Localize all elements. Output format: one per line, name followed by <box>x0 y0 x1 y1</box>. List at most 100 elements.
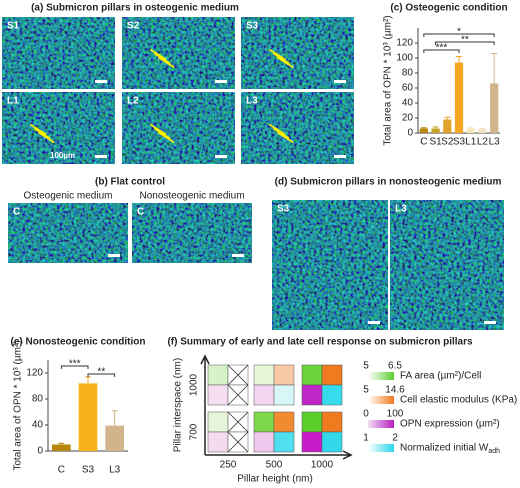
legend-min: 1 <box>363 433 369 444</box>
error-bar <box>479 128 486 130</box>
cross <box>227 411 249 433</box>
x-tick-label: 500 <box>266 460 283 471</box>
error-bar <box>444 116 451 120</box>
significance-bracket <box>435 41 495 45</box>
image-label: S1 <box>7 21 20 32</box>
legend-gradient <box>368 444 394 452</box>
heatmap-cell <box>253 431 275 453</box>
y-axis-label: Total area of OPN * 10³ (µm²) <box>13 340 24 470</box>
heatmap-cell <box>301 364 323 386</box>
arrow <box>149 123 167 136</box>
scale-bar <box>95 155 107 158</box>
x-tick-label: L2 <box>477 137 489 148</box>
significance-label: ** <box>461 35 469 46</box>
arrow <box>29 123 47 136</box>
legend-label: FA area (µm²)/Cell <box>400 371 481 382</box>
scale-bar <box>484 321 496 324</box>
panel-title: (b) Flat control <box>95 177 165 188</box>
scale-bar <box>215 80 227 83</box>
micrograph-texture <box>8 203 128 263</box>
micrograph-texture <box>122 92 235 164</box>
image-label: L3 <box>395 204 407 215</box>
arrow <box>276 131 294 144</box>
micrograph-texture <box>122 17 235 89</box>
micrograph-texture <box>2 92 115 164</box>
heatmap-cell <box>253 411 275 433</box>
legend-label: OPN expression (µm²) <box>400 419 500 430</box>
heatmap-cell <box>321 411 343 433</box>
image-label: L2 <box>127 96 139 107</box>
error-bar <box>85 376 91 384</box>
micrograph-texture <box>241 92 354 164</box>
arrow <box>268 48 286 61</box>
caption: Osteogenic medium <box>24 191 113 202</box>
x-tick-label: C <box>58 465 65 476</box>
legend-max: 14.6 <box>385 385 405 396</box>
y-axis-label: Pillar interspace (nm) <box>173 358 184 452</box>
y-tick-label: 0 <box>37 446 43 457</box>
image-label: S3 <box>277 204 290 215</box>
x-tick-label: L3 <box>109 465 121 476</box>
x-tick-label: L1 <box>465 137 477 148</box>
image-label: S3 <box>246 21 259 32</box>
legend-max: 2 <box>392 433 398 444</box>
x-tick-label: 1000 <box>311 460 334 471</box>
significance-bracket <box>87 373 116 377</box>
significance-label: ** <box>97 367 105 378</box>
y-tick-label: 100 <box>396 53 413 64</box>
heatmap-cell <box>301 431 323 453</box>
scale-bar <box>108 254 120 257</box>
micrograph-texture <box>272 200 388 330</box>
image-label: C <box>13 207 20 218</box>
heatmap-cell <box>301 411 323 433</box>
axis-arrow <box>205 450 353 460</box>
arrow <box>37 131 55 144</box>
heatmap-cell <box>207 364 229 386</box>
arrow <box>33 127 51 140</box>
image-label: C <box>137 207 144 218</box>
heatmap-cell <box>321 364 343 386</box>
x-tick-label: C <box>420 137 427 148</box>
x-tick-label: S3 <box>82 465 95 476</box>
y-tick-label: 1000 <box>189 373 200 396</box>
bar <box>490 83 499 133</box>
arrow <box>157 131 175 144</box>
heatmap-cell <box>321 431 343 453</box>
arrow <box>272 52 290 65</box>
x-tick-label: 250 <box>220 460 237 471</box>
significance-bracket <box>60 365 89 369</box>
scale-bar <box>368 321 380 324</box>
arrow <box>149 48 167 61</box>
heatmap-cell <box>321 384 343 406</box>
bar <box>105 425 124 451</box>
y-tick-label: 120 <box>396 38 413 49</box>
heatmap-cell <box>273 384 295 406</box>
micrograph-texture <box>241 17 354 89</box>
heatmap-cell <box>207 411 229 433</box>
bar <box>431 128 440 133</box>
scale-bar <box>232 254 244 257</box>
error-bar <box>58 442 65 445</box>
significance-bracket <box>423 49 460 53</box>
bar <box>478 129 487 133</box>
legend-gradient <box>368 372 394 380</box>
error-bar <box>420 127 427 129</box>
heatmap-cell <box>273 431 295 453</box>
legend-label: Cell elastic modulus (KPa) <box>400 395 517 406</box>
bar <box>443 119 452 133</box>
chart-title: (e) Nonosteogenic condition <box>11 337 146 348</box>
error-bar <box>111 410 118 426</box>
y-tick-label: 40 <box>402 98 414 109</box>
heatmap-cell <box>207 384 229 406</box>
heatmap-cell <box>253 384 275 406</box>
legend-max: 100 <box>387 409 404 420</box>
heatmap-cell <box>253 364 275 386</box>
heatmap-cell <box>301 384 323 406</box>
heatmap-cell <box>273 411 295 433</box>
scale-bar <box>215 155 227 158</box>
image-label: L3 <box>246 96 258 107</box>
arrow <box>153 52 171 65</box>
error-bar <box>432 126 439 129</box>
bar <box>454 62 464 133</box>
legend-label-sub: adh <box>488 448 500 455</box>
